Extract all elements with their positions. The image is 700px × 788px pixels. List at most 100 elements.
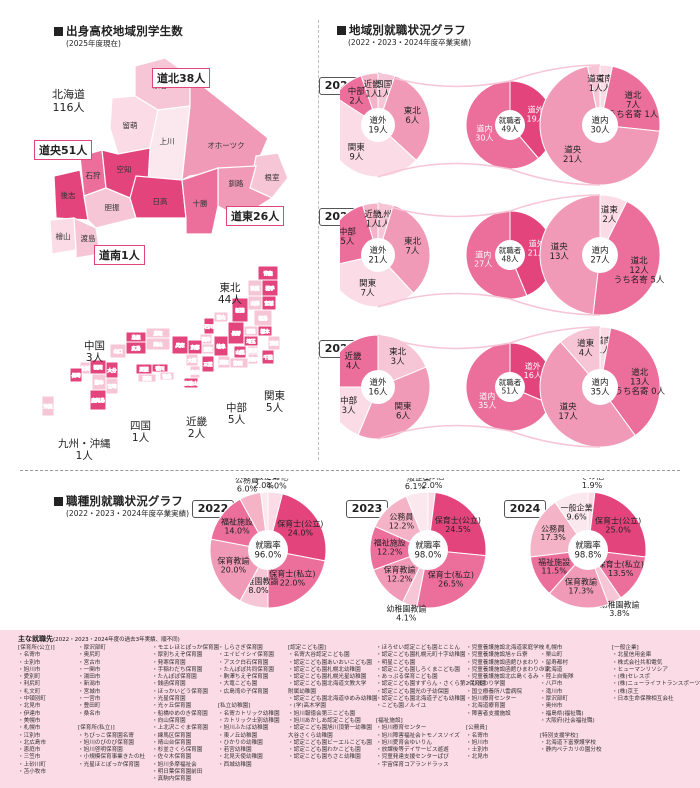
slice-label: 中部 2人 <box>348 86 366 107</box>
district-label: 釧路 <box>229 178 244 188</box>
employer-item: ・光ヶ丘保育園 <box>152 703 192 710</box>
job-pie-center <box>408 530 448 570</box>
prefecture-label: 滋賀 <box>204 346 213 353</box>
connector-line <box>509 430 601 448</box>
prefecture-block <box>171 335 189 355</box>
prefecture-label: 大阪 <box>188 357 197 364</box>
pie-center <box>582 107 618 143</box>
employer-item: ・杉並さくら保育園 <box>152 747 203 754</box>
pie-center-label: 就職者 51人 <box>499 377 522 395</box>
employer-item: ・旭川障害福祉会トモノスソイズ <box>376 732 460 739</box>
employer-item: ・北見市 <box>18 703 41 710</box>
prefecture-label: 山梨 <box>236 349 245 356</box>
prefecture-block <box>159 371 175 381</box>
employer-item: ・カトリック士別幼稚園 <box>218 717 280 724</box>
slice-label: 道内 35人 <box>478 391 496 410</box>
map-section-subtitle: (2025年度現在) <box>66 39 121 48</box>
region-tohoku: 東北 44人 <box>218 282 242 306</box>
employer-item: ・一宮市 <box>78 696 101 703</box>
prefecture-label: 福井 <box>202 336 211 343</box>
region-kinki: 近畿 2人 <box>186 416 207 440</box>
employer-item: ・恵庭市 <box>18 747 41 754</box>
slice-label: 関東 9人 <box>348 142 366 163</box>
footer-title: 主な就職先(2022・2023・2024年度の過去3年実績、順不同) <box>18 635 180 643</box>
slice-label: 道北 7人うち名寄 1人 <box>608 90 659 120</box>
connector-line <box>509 64 601 82</box>
region-kyushu: 九州・沖縄 1人 <box>58 438 111 462</box>
prefecture-label: 熊本 <box>95 379 104 386</box>
slice-label: 東北 6人 <box>404 105 422 126</box>
footer-column: ・札幌市 ・栗山町 ・留寿都村 ・北海道 ・陸上自衛隊 ・八戸市 ・滝川市 ・厚沢部町 ・奥州市… <box>540 645 602 754</box>
slice-label: 東北 7人 <box>404 236 422 257</box>
prefecture-label: 新潟 <box>236 307 245 314</box>
slice-label: 道外 19人 <box>527 105 545 124</box>
job-slice-label: 保育教諭 12.2% <box>384 565 416 584</box>
employer-item: ・認定こども園すずらん・さくら第2保育園 <box>376 681 486 688</box>
employer-item: ・(学)高木学園 <box>288 703 326 710</box>
prefecture-block <box>109 343 127 359</box>
connector-line <box>377 162 511 178</box>
job-slice-label: 福祉施設 11.5% <box>538 557 570 576</box>
employer-item: ・一関市 <box>78 666 101 673</box>
prefecture-label: 静岡 <box>234 360 243 367</box>
employer-item: [保育所(私立)] <box>78 725 115 732</box>
connector-line <box>377 72 511 88</box>
employer-item: ・旭川啓明保育園 <box>78 747 123 754</box>
prefecture-label: 愛知 <box>220 359 229 366</box>
employer-item: ・認定こども園札幌光星幼稚園 <box>288 674 367 681</box>
employer-item: ・児童発達支援センターぱぴ <box>376 754 449 761</box>
prefecture-label: 岐阜 <box>217 343 226 350</box>
dootou-count-box: 道東26人 <box>226 206 285 226</box>
job-slice-label: 一般企業6.1% <box>399 478 431 491</box>
prefecture-block <box>213 311 229 323</box>
employer-item: ・北海道 <box>540 666 563 673</box>
employer-item: ・大阪府(社会福祉職) <box>540 717 595 724</box>
employer-item: ・国立療養所八雲病院 <box>466 688 522 695</box>
slice-label: 道南 1人 <box>595 335 612 356</box>
prefecture-label: 山口 <box>114 348 123 355</box>
prefecture-label: 三重 <box>204 361 213 368</box>
prefecture-label: 千葉 <box>264 354 273 361</box>
footer-employers <box>0 630 700 788</box>
footer-column: ・モエレほとぽっか保育園 ・厚別ちえぞ保育園 ・発寒保育園 ・手稲わだち保育園 ・たんぽ… <box>152 645 219 784</box>
prefecture-label: 茨城 <box>270 340 279 347</box>
job-pie-charts: その他4.0% 保育士(公立)24.0% 保育士(私立)22.0%幼稚園教諭8.0%… <box>209 478 647 622</box>
prefecture-label: 福岡 <box>94 364 103 371</box>
job-slice-label: 福祉施設 14.0% <box>221 516 253 535</box>
prefecture-label: 島根 <box>132 334 141 341</box>
job-slice-label: 保育士(公立) 25.0% <box>595 515 641 534</box>
employer-item: ・新潟市 <box>78 681 101 688</box>
slice-label: 近畿 1人 <box>364 79 382 100</box>
employer-item: ・北海道療育園 <box>466 703 506 710</box>
employer-item: ・認定こども園光の子幼保園 <box>376 688 449 695</box>
slice-label: 道北 13人うち名寄 0人 <box>614 367 665 397</box>
employer-item: ・小規模保育事業きたの杜 <box>78 754 146 761</box>
job-slice-label: その他1.9% <box>580 478 604 490</box>
employer-item: [保育所(公立)] <box>18 645 55 651</box>
employer-item: ・明日葉保育園前田 <box>152 769 203 776</box>
employer-item: ・厚沢部町 <box>78 645 106 651</box>
district-label: 根室 <box>265 172 280 182</box>
employer-item: ・たんぽぽ共同保育園 <box>218 666 274 673</box>
employer-item: ・向山保育園 <box>152 717 186 724</box>
employer-item: ・認定こども園北海道子ども幼稚園 <box>376 696 466 703</box>
job-slice-label: 保育教諭 17.3% <box>565 577 597 596</box>
pie-center <box>495 372 525 402</box>
map-section-title: 出身高校地域別学生数 <box>54 23 183 39</box>
district-label: 日高 <box>153 196 168 206</box>
employer-item: ・北星信用金庫 <box>612 652 652 659</box>
employer-item: ・佐々木保育園 <box>152 754 192 761</box>
job-slice-label: 福祉施設 12.2% <box>374 538 406 557</box>
employer-item: ・旭川愛育会ゆいりん <box>376 739 432 746</box>
prefecture-label: 鹿児島 <box>91 397 105 404</box>
employer-item: ・ヒューマンリソシア <box>612 666 668 673</box>
pie-center-label: 道内 27人 <box>590 245 610 266</box>
job-section-subtitle: (2022・2023・2024年度卒業実績) <box>66 509 190 518</box>
employer-item: ・ほっかいどう保育園 <box>152 688 208 695</box>
employer-item: ・三笠市 <box>18 754 41 761</box>
prefecture-label: 岡山 <box>154 341 163 348</box>
district-label: 檜山 <box>56 231 71 241</box>
connector-line <box>377 292 511 308</box>
doo-count-box: 道央51人 <box>34 140 93 160</box>
